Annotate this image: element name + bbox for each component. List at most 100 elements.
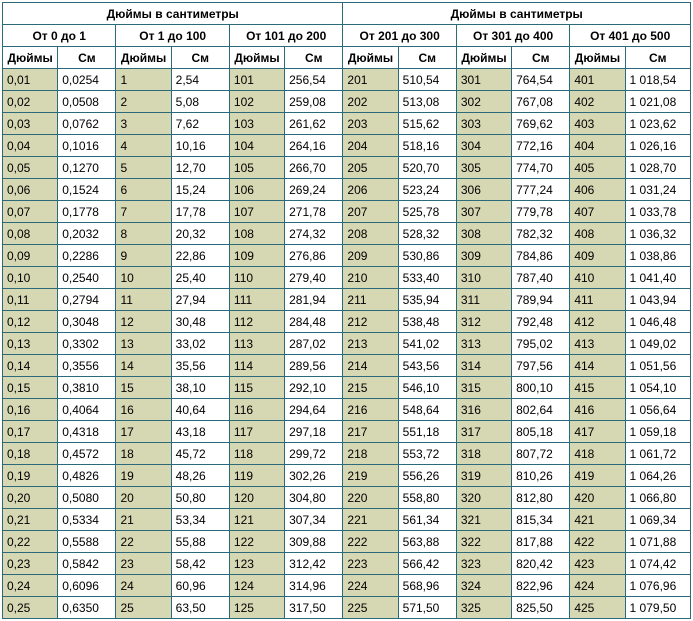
cell-cm: 0,1016 — [58, 135, 116, 157]
cell-inch: 0,19 — [3, 465, 58, 487]
cell-inch: 420 — [570, 487, 625, 509]
cell-cm: 805,18 — [512, 421, 570, 443]
cell-cm: 22,86 — [171, 245, 229, 267]
cell-inch: 0,21 — [3, 509, 58, 531]
cell-inch: 202 — [343, 91, 398, 113]
cell-cm: 563,88 — [398, 531, 456, 553]
cell-inch: 207 — [343, 201, 398, 223]
cell-cm: 779,78 — [512, 201, 570, 223]
col-inch-0: Дюймы — [3, 47, 58, 69]
col-cm-0: См — [58, 47, 116, 69]
cell-inch: 0,06 — [3, 179, 58, 201]
cell-cm: 1 064,26 — [625, 465, 690, 487]
cell-inch: 0,02 — [3, 91, 58, 113]
cell-cm: 20,32 — [171, 223, 229, 245]
col-cm-2: См — [285, 47, 343, 69]
cell-inch: 225 — [343, 597, 398, 619]
range-3: От 201 до 300 — [343, 25, 456, 47]
cell-inch: 2 — [116, 91, 171, 113]
table-row: 0,080,2032820,32108274,32208528,32308782… — [3, 223, 691, 245]
cell-inch: 114 — [229, 355, 284, 377]
cell-cm: 538,48 — [398, 311, 456, 333]
cell-cm: 1 036,32 — [625, 223, 690, 245]
cell-cm: 1 051,56 — [625, 355, 690, 377]
cell-cm: 1 059,18 — [625, 421, 690, 443]
cell-inch: 407 — [570, 201, 625, 223]
cell-inch: 12 — [116, 311, 171, 333]
cell-cm: 0,2794 — [58, 289, 116, 311]
cell-cm: 782,32 — [512, 223, 570, 245]
cell-cm: 774,70 — [512, 157, 570, 179]
cell-inch: 203 — [343, 113, 398, 135]
cell-cm: 0,5334 — [58, 509, 116, 531]
cell-inch: 21 — [116, 509, 171, 531]
cell-inch: 205 — [343, 157, 398, 179]
cell-cm: 1 079,50 — [625, 597, 690, 619]
cell-inch: 406 — [570, 179, 625, 201]
cell-inch: 118 — [229, 443, 284, 465]
cell-inch: 123 — [229, 553, 284, 575]
cell-cm: 256,54 — [285, 69, 343, 91]
table-row: 0,110,27941127,94111281,94211535,9431178… — [3, 289, 691, 311]
cell-inch: 22 — [116, 531, 171, 553]
cell-inch: 9 — [116, 245, 171, 267]
cell-cm: 60,96 — [171, 575, 229, 597]
cell-cm: 5,08 — [171, 91, 229, 113]
cell-cm: 1 056,64 — [625, 399, 690, 421]
cell-cm: 541,02 — [398, 333, 456, 355]
cell-inch: 216 — [343, 399, 398, 421]
cell-inch: 423 — [570, 553, 625, 575]
cell-cm: 543,56 — [398, 355, 456, 377]
cell-inch: 413 — [570, 333, 625, 355]
cell-cm: 33,02 — [171, 333, 229, 355]
cell-cm: 266,70 — [285, 157, 343, 179]
cell-cm: 307,34 — [285, 509, 343, 531]
cell-cm: 1 026,16 — [625, 135, 690, 157]
cell-inch: 23 — [116, 553, 171, 575]
cell-cm: 571,50 — [398, 597, 456, 619]
table-row: 0,100,25401025,40110279,40210533,4031078… — [3, 267, 691, 289]
cell-inch: 113 — [229, 333, 284, 355]
cell-inch: 425 — [570, 597, 625, 619]
cell-cm: 1 066,80 — [625, 487, 690, 509]
cell-cm: 558,80 — [398, 487, 456, 509]
cell-inch: 1 — [116, 69, 171, 91]
table-row: 0,140,35561435,56114289,56214543,5631479… — [3, 355, 691, 377]
cell-cm: 0,2540 — [58, 267, 116, 289]
table-row: 0,060,1524615,24106269,24206523,24306777… — [3, 179, 691, 201]
cell-cm: 289,56 — [285, 355, 343, 377]
cell-inch: 308 — [456, 223, 511, 245]
cell-cm: 1 071,88 — [625, 531, 690, 553]
cell-inch: 0,09 — [3, 245, 58, 267]
cell-inch: 6 — [116, 179, 171, 201]
cell-cm: 304,80 — [285, 487, 343, 509]
cell-inch: 106 — [229, 179, 284, 201]
cell-inch: 0,23 — [3, 553, 58, 575]
cell-inch: 120 — [229, 487, 284, 509]
cell-inch: 301 — [456, 69, 511, 91]
table-row: 0,160,40641640,64116294,64216548,6431680… — [3, 399, 691, 421]
cell-cm: 802,64 — [512, 399, 570, 421]
cell-inch: 219 — [343, 465, 398, 487]
cell-cm: 812,80 — [512, 487, 570, 509]
cell-inch: 201 — [343, 69, 398, 91]
table-row: 0,070,1778717,78107271,78207525,78307779… — [3, 201, 691, 223]
cell-inch: 405 — [570, 157, 625, 179]
cell-inch: 414 — [570, 355, 625, 377]
cell-inch: 401 — [570, 69, 625, 91]
cell-cm: 281,94 — [285, 289, 343, 311]
cell-cm: 822,96 — [512, 575, 570, 597]
cell-inch: 218 — [343, 443, 398, 465]
table-row: 0,020,050825,08102259,08202513,08302767,… — [3, 91, 691, 113]
cell-inch: 25 — [116, 597, 171, 619]
table-row: 0,120,30481230,48112284,48212538,4831279… — [3, 311, 691, 333]
cell-cm: 777,24 — [512, 179, 570, 201]
range-row: От 0 до 1 От 1 до 100 От 101 до 200 От 2… — [3, 25, 691, 47]
cell-cm: 784,86 — [512, 245, 570, 267]
cell-inch: 122 — [229, 531, 284, 553]
cell-cm: 292,10 — [285, 377, 343, 399]
cell-inch: 319 — [456, 465, 511, 487]
cell-inch: 0,14 — [3, 355, 58, 377]
cell-cm: 556,26 — [398, 465, 456, 487]
cell-cm: 0,6350 — [58, 597, 116, 619]
